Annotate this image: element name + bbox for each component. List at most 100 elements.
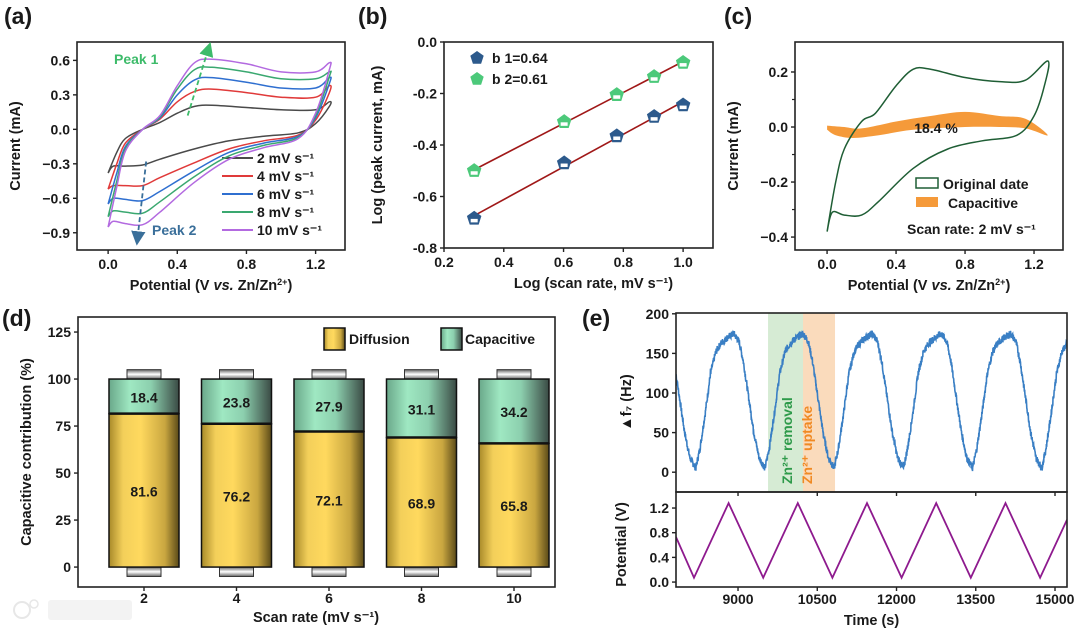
y-tick-label: 0.4 <box>650 549 670 565</box>
y-axis-title: Potential (V) <box>614 502 630 587</box>
battery-bar-6: 72.1 27.9 <box>293 369 365 577</box>
marker-highlight <box>470 218 478 223</box>
diffusion-value-label: 68.9 <box>408 495 435 511</box>
y-axis-title: Current (mA) <box>8 101 24 191</box>
y-tick-label: −0.4 <box>760 229 788 245</box>
x-axis-title: Potential (V vs. Zn/Zn2+) <box>130 277 293 294</box>
marker-highlight <box>679 105 687 110</box>
diffusion-value-label: 65.8 <box>500 498 527 514</box>
panel-e-eqcm: Zn²⁺ removal Zn²⁺ uptake 0 50 100 150 200 ▲f₇ (… <box>614 306 1075 629</box>
y-tick-label: 0.3 <box>51 87 71 103</box>
shaded-region-removal <box>768 313 804 492</box>
diffusion-value-label: 76.2 <box>223 488 250 504</box>
legend-marker <box>470 51 484 64</box>
plot-frame-bottom <box>675 491 1068 588</box>
capacitive-segment <box>478 378 550 445</box>
cv-curve-6mV <box>107 76 332 205</box>
marker-highlight <box>650 117 658 121</box>
y-tick-label: -0.6 <box>413 189 437 205</box>
y-tick-label: 75 <box>55 418 71 434</box>
legend-label: Capacitive <box>948 195 1018 211</box>
diffusion-segment <box>478 442 550 568</box>
plot-frame <box>794 41 1064 251</box>
legend-label: b 1=0.64 <box>492 50 548 66</box>
panel-label-b: (b) <box>358 3 387 29</box>
y-tick-label: 0.0 <box>769 119 789 135</box>
y-tick-label: 200 <box>646 306 670 322</box>
zn-removal-label: Zn²⁺ removal <box>779 397 795 484</box>
panel-label-e: (e) <box>582 305 610 331</box>
legend-label: b 2=0.61 <box>492 71 548 87</box>
marker-highlight <box>560 163 568 168</box>
legend-label: 6 mV s⁻¹ <box>257 186 315 202</box>
capacitive-segment <box>108 378 180 415</box>
battery-cap-bottom <box>219 566 254 577</box>
marker-highlight <box>679 63 687 67</box>
diffusion-value-label: 81.6 <box>130 483 157 499</box>
x-tick-label: 10500 <box>798 591 837 607</box>
legend-label: Capacitive <box>465 331 535 347</box>
zn-uptake-label: Zn²⁺ uptake <box>799 406 815 484</box>
panel-label-a: (a) <box>4 3 32 29</box>
peak-2-label: Peak 2 <box>152 222 197 238</box>
battery-cap-bottom <box>126 566 162 577</box>
capacitive-segment <box>385 378 458 439</box>
plot-frame <box>77 316 556 588</box>
x-tick-label: 9000 <box>722 591 753 607</box>
legend-label: Diffusion <box>349 331 410 347</box>
panel-a-cv-curves: 0.0 0.4 0.8 1.2 0.6 0.3 0.0 −0.3 −0.6 −0.9 Potenti… <box>8 41 346 294</box>
fit-line <box>473 60 684 171</box>
x-tick-label: 2 <box>140 590 148 606</box>
capacitive-value-label: 23.8 <box>223 394 250 410</box>
y-tick-label: 0.8 <box>650 525 670 541</box>
y-tick-label: 1.2 <box>650 500 670 516</box>
original-cv-curve <box>826 60 1050 232</box>
x-tick-label: 0.8 <box>955 256 975 272</box>
x-axis-title-post: Zn/Zn <box>234 278 278 294</box>
y-tick-label: 25 <box>55 512 71 528</box>
capacitive-value-label: 34.2 <box>500 404 527 420</box>
battery-cap-top <box>496 369 532 380</box>
x-tick-label: 1.0 <box>673 254 693 270</box>
battery-bar-4: 76.2 23.8 <box>200 369 273 577</box>
x-axis-title-sup: 2+ <box>995 277 1005 287</box>
diffusion-segment <box>200 423 273 568</box>
legend-label: 10 mV s⁻¹ <box>257 222 322 238</box>
x-axis-title-italic: vs. <box>932 278 952 294</box>
y-tick-label: -0.4 <box>413 137 437 153</box>
capacitive-area <box>827 111 1048 138</box>
plot-frame <box>76 41 346 251</box>
diffusion-segment <box>108 412 180 568</box>
y-tick-label: 0.0 <box>418 34 438 50</box>
battery-cap-top <box>219 369 254 380</box>
panel-c-capacitive-separation: 0.0 0.4 0.8 1.2 0.2 0.0 −0.2 −0.4 Potential (V v… <box>726 41 1064 294</box>
y-tick-label: 100 <box>646 385 670 401</box>
legend-label: 8 mV s⁻¹ <box>257 204 315 220</box>
panel-label-c: (c) <box>724 3 752 29</box>
legend-label: 4 mV s⁻¹ <box>257 168 315 184</box>
fit-line <box>473 100 684 217</box>
x-tick-label: 0.0 <box>98 256 118 272</box>
x-axis-title: Time (s) <box>844 613 900 629</box>
legend-marker <box>470 72 484 85</box>
diffusion-value-label: 72.1 <box>315 492 342 508</box>
diffusion-segment <box>293 430 365 568</box>
peak-1-trend-arrow <box>186 42 214 116</box>
y-tick-label: -0.2 <box>413 86 437 102</box>
x-axis-title: Log (scan rate, mV s⁻¹) <box>514 276 673 292</box>
marker-highlight <box>613 136 621 140</box>
x-axis-title-post: Zn/Zn <box>952 278 996 294</box>
battery-cap-bottom <box>311 566 347 577</box>
x-tick-label: 13500 <box>956 591 995 607</box>
x-axis-title-pre: Potential (V <box>848 278 932 294</box>
x-tick-label: 0.8 <box>237 256 257 272</box>
x-tick-label: 0.6 <box>554 254 574 270</box>
y-axis-title: ▲f₇ (Hz) <box>619 374 635 431</box>
legend-swatch-capacitive <box>440 327 463 351</box>
diffusion-segment <box>385 436 458 568</box>
legend-swatch-diffusion <box>323 327 346 351</box>
x-axis-title-italic: vs. <box>214 278 234 294</box>
legend-swatch-original <box>915 177 939 189</box>
y-tick-label: 125 <box>48 324 72 340</box>
y-axis-title: Current (mA) <box>726 101 742 191</box>
